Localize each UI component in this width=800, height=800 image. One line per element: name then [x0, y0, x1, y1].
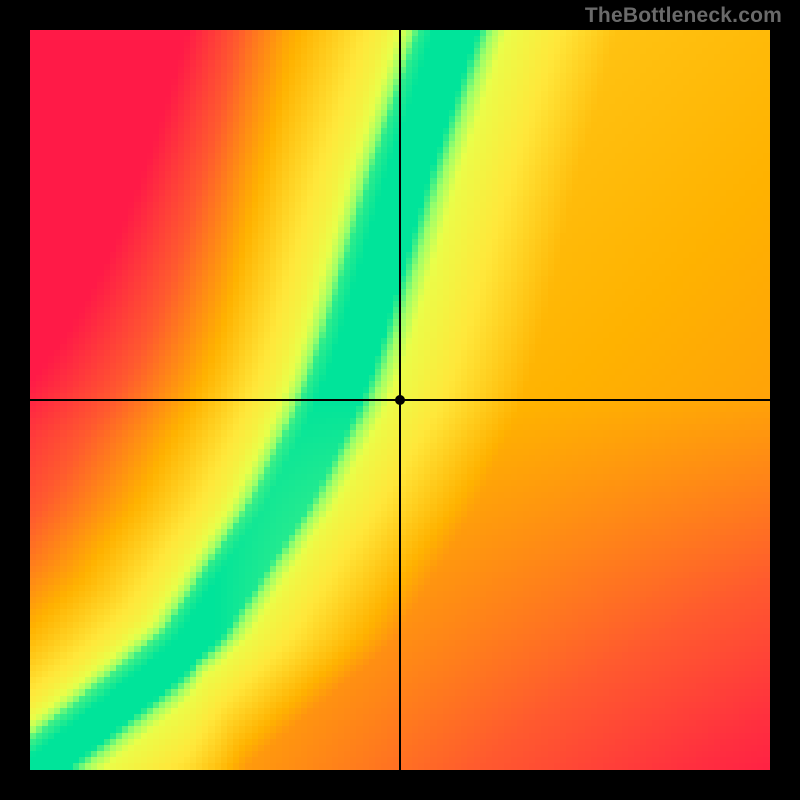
watermark-text: TheBottleneck.com [585, 4, 782, 28]
bottleneck-heatmap [30, 30, 770, 770]
outer-frame: TheBottleneck.com [0, 0, 800, 800]
